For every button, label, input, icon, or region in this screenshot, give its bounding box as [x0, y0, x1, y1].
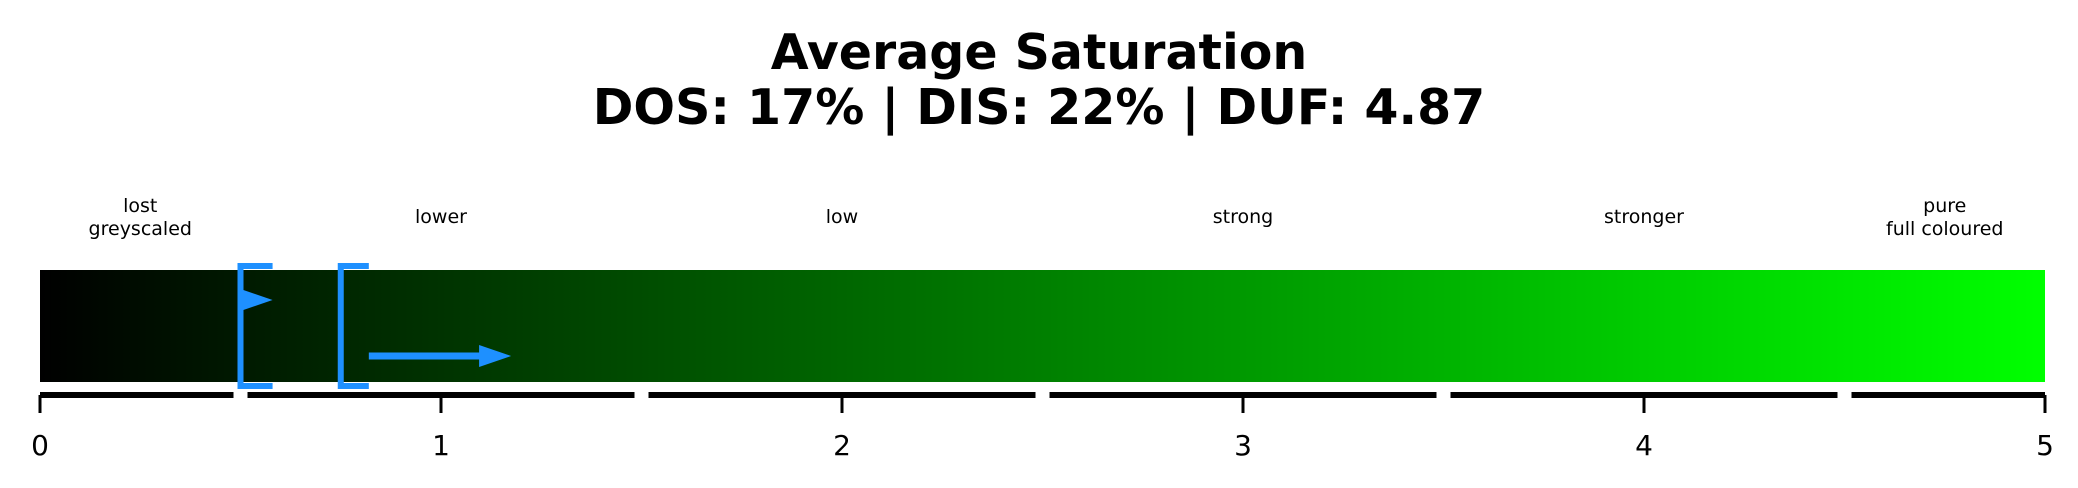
chart-title-line-2: DOS: 17% | DIS: 22% | DUF: 4.87: [592, 79, 1486, 136]
chart-title-line-1: Average Saturation: [770, 24, 1308, 81]
zone-label-0-0: lost: [123, 195, 157, 217]
tick-label-0: 0: [31, 429, 49, 462]
tick-label-3: 3: [1234, 429, 1252, 462]
marker-arrow-0: [240, 289, 273, 311]
zone-label-5-0: pure: [1923, 195, 1966, 217]
tick-label-2: 2: [833, 429, 851, 462]
zone-label-4-0: stronger: [1604, 206, 1684, 228]
tick-label-4: 4: [1635, 429, 1653, 462]
zone-label-5-1: full coloured: [1886, 218, 2004, 240]
zone-label-1-0: lower: [415, 206, 467, 228]
zone-label-2-0: low: [826, 206, 858, 228]
marker-bracket-1: [337, 263, 369, 389]
tick-label-1: 1: [432, 429, 450, 462]
marker-arrow-1-head: [479, 345, 512, 367]
zone-label-3-0: strong: [1213, 206, 1273, 228]
marker-bracket-0: [237, 263, 273, 389]
zone-label-0-1: greyscaled: [89, 218, 192, 240]
saturation-gradient-bar: [40, 270, 2045, 382]
tick-label-5: 5: [2036, 429, 2054, 462]
